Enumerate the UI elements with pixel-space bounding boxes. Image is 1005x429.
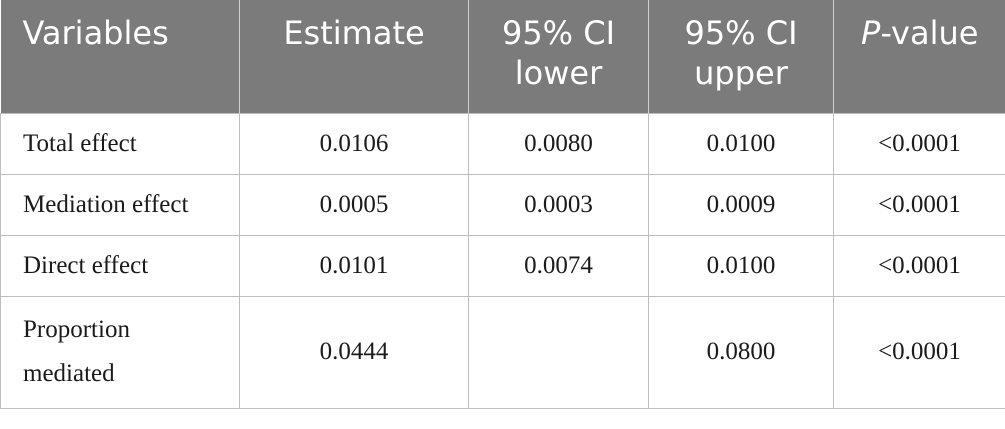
cell-estimate: 0.0106 xyxy=(239,112,469,175)
header-ci-upper-line2: upper xyxy=(694,54,788,92)
table-row: Proportion mediated 0.0444 0.0800 <0.000… xyxy=(0,295,1005,409)
cell-variable-line2: mediated xyxy=(23,360,115,387)
header-ci-lower: 95% CI lower xyxy=(468,0,649,113)
header-ci-lower-line2: lower xyxy=(514,54,603,92)
header-row: Variables Estimate 95% CI lower 95% CI u… xyxy=(0,0,1005,113)
cell-ci-upper: 0.0100 xyxy=(648,112,834,175)
cell-variable-line1: Proportion xyxy=(23,316,130,343)
header-p-value: P-value xyxy=(833,0,1005,113)
cell-ci-upper: 0.0009 xyxy=(648,173,834,236)
table-row: Total effect 0.0106 0.0080 0.0100 <0.000… xyxy=(0,112,1005,175)
cell-estimate: 0.0101 xyxy=(239,234,469,297)
cell-ci-upper: 0.0800 xyxy=(648,295,834,409)
header-p-letter: P xyxy=(861,14,881,52)
cell-p-value: <0.0001 xyxy=(833,112,1005,175)
results-table: Variables Estimate 95% CI lower 95% CI u… xyxy=(0,0,1005,409)
cell-variable: Direct effect xyxy=(0,234,240,297)
cell-estimate: 0.0444 xyxy=(239,295,469,409)
header-ci-lower-line1: 95% CI xyxy=(501,14,616,52)
table-row: Direct effect 0.0101 0.0074 0.0100 <0.00… xyxy=(0,234,1005,297)
header-ci-upper-line1: 95% CI xyxy=(684,14,798,52)
cell-variable: Mediation effect xyxy=(0,173,240,236)
header-estimate: Estimate xyxy=(239,0,469,113)
header-p-rest: -value xyxy=(880,14,979,52)
cell-p-value: <0.0001 xyxy=(833,173,1005,236)
header-variables: Variables xyxy=(0,0,240,113)
cell-ci-lower: 0.0080 xyxy=(468,112,649,175)
cell-variable: Total effect xyxy=(0,112,240,175)
table-body: Total effect 0.0106 0.0080 0.0100 <0.000… xyxy=(0,112,1005,409)
cell-p-value: <0.0001 xyxy=(833,234,1005,297)
cell-p-value: <0.0001 xyxy=(833,295,1005,409)
table-row: Mediation effect 0.0005 0.0003 0.0009 <0… xyxy=(0,173,1005,236)
cell-estimate: 0.0005 xyxy=(239,173,469,236)
cell-ci-upper: 0.0100 xyxy=(648,234,834,297)
cell-ci-lower xyxy=(468,295,649,409)
cell-ci-lower: 0.0003 xyxy=(468,173,649,236)
header-ci-upper: 95% CI upper xyxy=(648,0,834,113)
table-header: Variables Estimate 95% CI lower 95% CI u… xyxy=(0,0,1005,113)
cell-ci-lower: 0.0074 xyxy=(468,234,649,297)
cell-variable: Proportion mediated xyxy=(0,295,240,409)
